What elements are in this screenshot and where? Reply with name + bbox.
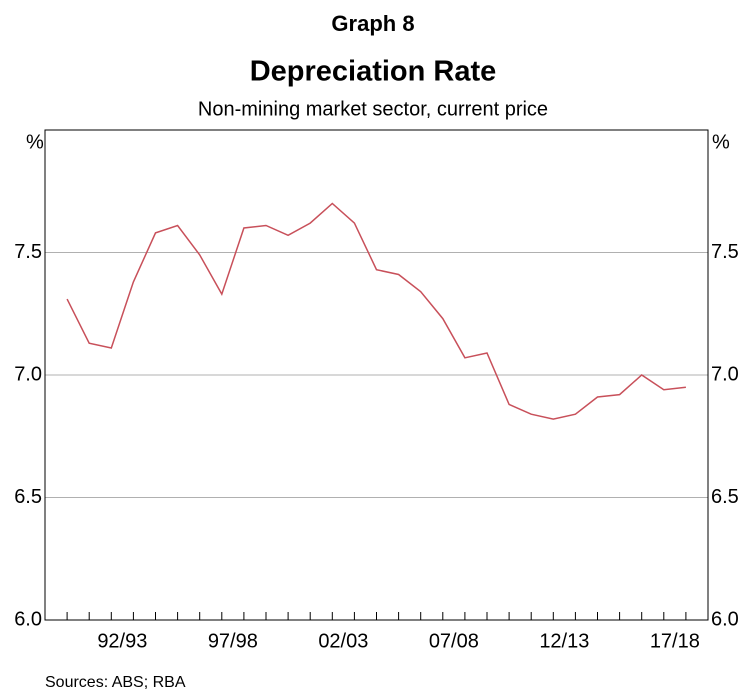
y-tick-label-right: 7.0 — [711, 363, 739, 385]
y-tick-label: 6.5 — [14, 486, 42, 508]
source: Sources: ABS; RBA — [45, 674, 186, 691]
x-tick-label: 17/18 — [650, 630, 700, 652]
x-tick-label: 97/98 — [208, 630, 258, 652]
x-tick-label: 12/13 — [539, 630, 589, 652]
data-line — [66, 202, 686, 420]
y-unit-right: % — [712, 131, 730, 153]
x-tick-label: 92/93 — [97, 630, 147, 652]
y-tick-label-right: 6.0 — [711, 608, 739, 630]
chart-subtitle: Non-mining market sector, current price — [198, 98, 548, 120]
y-tick-label-right: 6.5 — [711, 486, 739, 508]
graph-label: Graph 8 — [331, 11, 414, 36]
y-tick-label: 7.5 — [14, 241, 42, 263]
y-unit-left: % — [26, 131, 44, 153]
y-tick-label-right: 7.5 — [711, 241, 739, 263]
chart-title: Depreciation Rate — [250, 56, 497, 88]
x-tick-label: 02/03 — [318, 630, 368, 652]
x-tick-label: 07/08 — [429, 630, 479, 652]
y-tick-label: 7.0 — [14, 363, 42, 385]
y-tick-label: 6.0 — [14, 608, 42, 630]
